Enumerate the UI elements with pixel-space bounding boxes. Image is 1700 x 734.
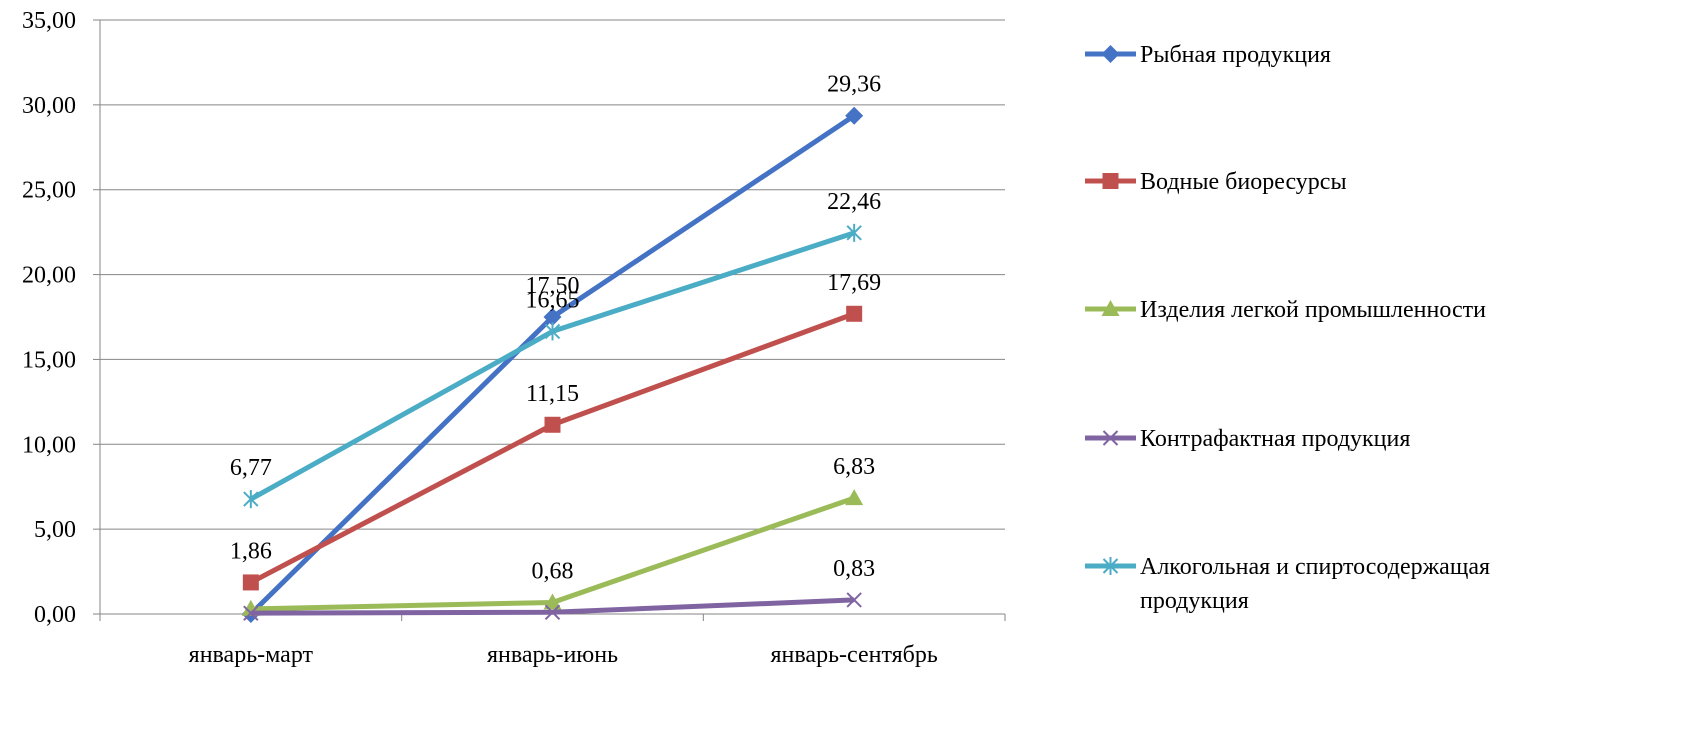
data-labels: 17,50 29,36 1,86 11,15 17,69 0,68 6,83 0,83 6,77… [230, 72, 881, 585]
legend-item: Алкогольная и спиртосодержащая продукция [1085, 554, 1490, 614]
legend-item: Изделия легкой промышленности [1085, 297, 1486, 323]
data-label: 16,65 [526, 287, 580, 313]
legend-label: Рыбная продукция [1140, 42, 1331, 68]
legend-item: Водные биоресурсы [1085, 169, 1347, 195]
data-label: 6,83 [833, 454, 875, 480]
x-tick-label: январь-июнь [487, 642, 618, 668]
y-tick-label: 10,00 [22, 432, 76, 458]
data-label: 0,83 [833, 556, 875, 582]
data-label: 6,77 [230, 455, 272, 481]
legend-item: Рыбная продукция [1085, 42, 1331, 68]
y-tick-label: 5,00 [34, 517, 76, 543]
data-point [544, 416, 561, 433]
x-tick-label: январь-март [189, 642, 314, 668]
data-label: 29,36 [827, 72, 881, 98]
legend: Рыбная продукция Водные биоресурсы Изделия… [1085, 42, 1490, 614]
legend-marker [1101, 45, 1120, 63]
data-point [544, 322, 561, 341]
data-point [243, 605, 259, 621]
legend-item: Контрафактная продукция [1085, 426, 1410, 452]
grid-lines [100, 19, 1005, 615]
legend-label: Контрафактная продукция [1140, 426, 1410, 452]
series-4 [243, 592, 862, 621]
data-label: 17,69 [827, 270, 881, 296]
data-label: 11,15 [526, 381, 579, 407]
data-point [846, 305, 863, 322]
series-group [241, 106, 864, 623]
legend-label: Алкогольная и спиртосодержащая [1140, 554, 1490, 580]
legend-marker [1102, 430, 1119, 446]
legend-marker [1102, 173, 1119, 189]
data-label: 0,68 [532, 558, 574, 584]
y-tick-label: 35,00 [22, 8, 76, 34]
data-point [544, 604, 561, 621]
data-point [543, 593, 562, 610]
legend-label: Водные биоресурсы [1140, 169, 1347, 195]
y-tick-label: 20,00 [22, 263, 76, 289]
data-label: 1,86 [230, 538, 272, 564]
data-point [846, 223, 862, 242]
x-tick-label: январь-сентябрь [771, 642, 938, 668]
data-point [846, 592, 862, 608]
series-5 [243, 223, 862, 509]
y-tick-label: 15,00 [22, 347, 76, 373]
legend-label: продукция [1140, 588, 1249, 614]
legend-label: Изделия легкой промышленности [1140, 297, 1486, 323]
data-point [242, 574, 259, 591]
data-label: 17,50 [526, 273, 580, 299]
data-label: 22,46 [827, 189, 881, 215]
y-tick-label: 0,00 [34, 602, 76, 628]
y-tick-label: 30,00 [22, 93, 76, 119]
legend-marker [1102, 557, 1119, 575]
data-point [845, 489, 864, 506]
legend-marker [1101, 300, 1120, 316]
data-point [243, 490, 259, 509]
y-tick-label: 25,00 [22, 178, 76, 204]
data-point [543, 308, 562, 326]
data-point [845, 106, 864, 125]
axes: 0,00 5,00 10,00 15,00 20,00 25,00 30,00 35,00 ян… [22, 8, 1006, 668]
series-2 [242, 305, 863, 591]
